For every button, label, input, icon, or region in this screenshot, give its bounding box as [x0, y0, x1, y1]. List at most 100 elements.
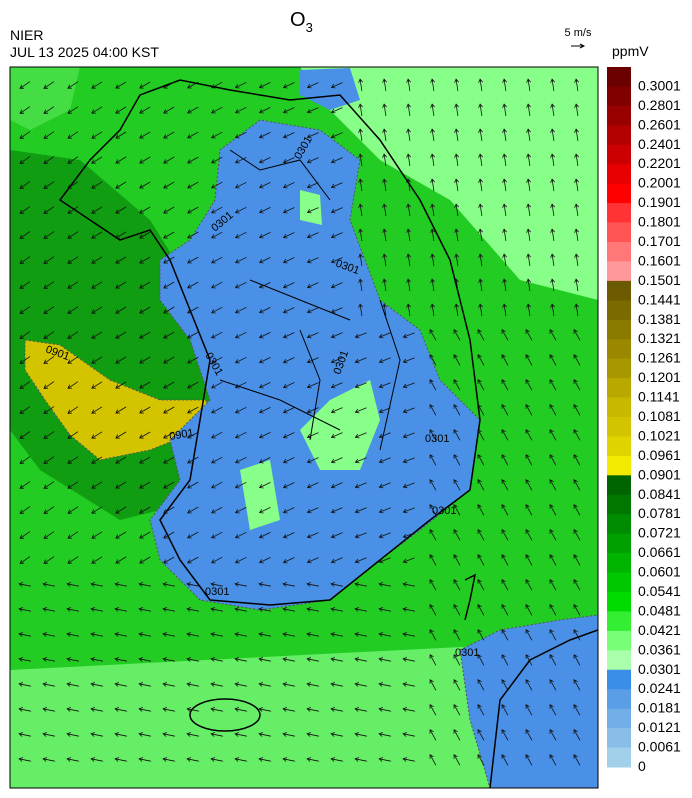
- wind-arrow: [358, 128, 364, 141]
- wind-arrow: [382, 78, 388, 91]
- wind-arrow: [67, 306, 79, 314]
- wind-arrow: [211, 131, 223, 139]
- wind-arrow: [525, 579, 533, 591]
- wind-arrow: [210, 632, 223, 637]
- wind-arrow: [453, 604, 461, 616]
- wind-arrow: [454, 303, 460, 316]
- wind-arrow: [478, 278, 484, 291]
- contour-label: 0301: [455, 647, 479, 659]
- wind-arrow: [91, 306, 103, 314]
- wind-arrow: [402, 657, 415, 662]
- wind-arrow: [91, 81, 103, 89]
- color-bin: [607, 553, 631, 574]
- wind-arrow: [18, 707, 31, 712]
- wind-arrow: [282, 157, 295, 164]
- wind-arrow: [138, 732, 151, 737]
- wind-arrow: [163, 356, 175, 364]
- wind-arrow: [306, 757, 319, 762]
- wind-arrow: [454, 178, 460, 191]
- wind-arrow: [429, 554, 437, 566]
- colorbar-label: 0.2401: [638, 136, 681, 152]
- wind-arrow: [139, 281, 151, 289]
- wind-arrow: [187, 131, 199, 139]
- colorbar-label: 0.1601: [638, 252, 681, 268]
- wind-arrow: [187, 481, 199, 489]
- color-bin: [607, 417, 631, 437]
- wind-arrow: [549, 529, 557, 541]
- wind-arrow: [453, 329, 461, 341]
- wind-arrow: [378, 407, 391, 414]
- wind-arrow: [258, 607, 271, 612]
- wind-arrow: [429, 729, 437, 741]
- colorbar-label: 0.0181: [638, 700, 681, 716]
- wind-arrow: [358, 228, 364, 241]
- wind-arrow: [354, 557, 367, 564]
- colorbar-label: 0.0421: [638, 622, 681, 638]
- wind-arrow: [282, 107, 295, 114]
- wind-arrow: [406, 153, 412, 166]
- wind-arrow: [187, 206, 199, 214]
- wind-arrow: [501, 754, 509, 766]
- wind-arrow: [477, 579, 485, 591]
- wind-arrow: [306, 282, 319, 289]
- wind-arrow: [478, 253, 484, 266]
- wind-arrow: [139, 356, 151, 364]
- wind-arrow: [378, 482, 391, 489]
- wind-arrow: [306, 257, 319, 264]
- wind-arrow: [282, 382, 295, 389]
- agency: NIER: [10, 27, 43, 43]
- wind-arrow: [67, 456, 79, 464]
- wind-arrow: [306, 482, 319, 489]
- wind-arrow: [91, 381, 103, 389]
- wind-arrow: [406, 203, 412, 216]
- wind-arrow: [306, 82, 319, 89]
- wind-arrow: [382, 253, 388, 266]
- wind-arrow: [66, 632, 79, 637]
- wind-arrow: [402, 332, 415, 339]
- wind-arrow: [354, 682, 367, 687]
- color-bin: [607, 669, 631, 690]
- wind-arrow: [67, 506, 79, 514]
- wind-arrow: [163, 106, 175, 114]
- contour-label: 0301: [425, 433, 449, 445]
- wind-arrow: [91, 456, 103, 464]
- wind-arrow: [115, 481, 127, 489]
- contour-label: 0901: [168, 427, 194, 443]
- wind-arrow: [186, 732, 199, 737]
- wind-arrow: [43, 131, 55, 139]
- wind-arrow: [573, 654, 581, 666]
- wind-arrow: [429, 504, 437, 516]
- wind-arrow: [282, 632, 295, 637]
- wind-arrow: [573, 729, 581, 741]
- wind-arrow: [139, 531, 151, 539]
- wind-arrow: [258, 207, 271, 214]
- wind-arrow: [210, 582, 223, 587]
- wind-arrow: [211, 256, 223, 264]
- colorbar-label: 0.0781: [638, 505, 681, 521]
- wind-arrow: [525, 729, 533, 741]
- wind-arrow: [429, 679, 437, 691]
- wind-arrow: [187, 106, 199, 114]
- wind-arrow: [90, 582, 103, 587]
- wind-arrow: [19, 231, 31, 239]
- wind-arrow: [477, 604, 485, 616]
- colorbar-label: 0.0961: [638, 447, 681, 463]
- wind-arrow: [330, 332, 343, 339]
- contour-label: 0301: [205, 586, 229, 598]
- wind-arrow: [139, 431, 151, 439]
- wind-arrow: [330, 457, 343, 464]
- colorbar-label: 0.0841: [638, 486, 681, 502]
- wind-arrow: [501, 329, 509, 341]
- wind-arrow: [139, 256, 151, 264]
- wind-arrow: [354, 657, 367, 662]
- wind-arrow: [187, 306, 199, 314]
- title-main: O: [290, 9, 306, 31]
- wind-arrow: [210, 607, 223, 612]
- wind-arrow: [91, 531, 103, 539]
- wind-arrow: [358, 253, 364, 266]
- wind-arrow: [454, 78, 460, 91]
- wind-arrow: [358, 153, 364, 166]
- wind-arrow: [306, 357, 319, 364]
- wind-arrow: [453, 754, 461, 766]
- wind-arrow: [378, 632, 391, 637]
